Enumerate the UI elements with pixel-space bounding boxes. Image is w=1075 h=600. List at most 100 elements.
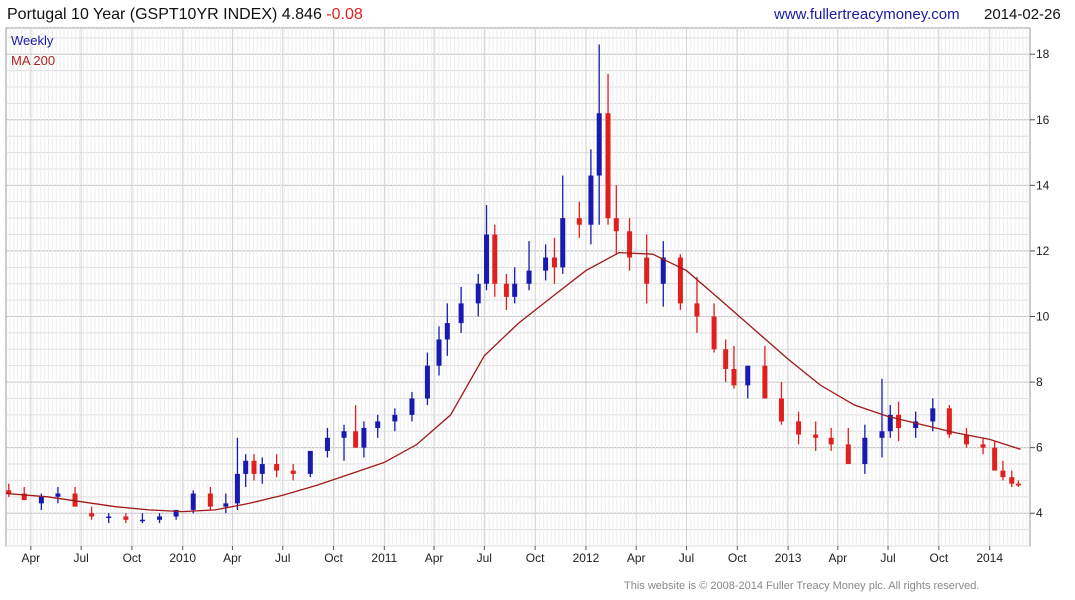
candle-body [353,431,359,448]
grid-lines [6,28,1030,547]
ma-line [5,251,1021,513]
candle-body [72,493,78,507]
candle-body [723,349,729,369]
candle-body [588,175,594,225]
candle-body [677,257,683,304]
x-tick-label: 2014 [976,551,1003,565]
candle-body [946,408,952,435]
x-tick-label: Jul [275,551,290,565]
candle-body [392,414,398,422]
candle-body [613,218,619,232]
title-change: -0.08 [326,6,363,23]
chart-title: Portugal 10 Year (GSPT10YR INDEX) 4.846 … [7,6,363,24]
website-link[interactable]: www.fullertreacymoney.com [774,6,960,23]
candle-body [644,257,650,284]
x-tick-label: Oct [324,551,343,565]
candle-body [963,434,969,445]
candle-body [845,444,851,465]
candle-body [157,516,163,520]
candle-body [21,493,27,501]
ma-series [5,251,1021,513]
candle-body [627,231,633,258]
candle-body [424,365,430,399]
x-tick-label: Apr [223,551,242,565]
candle-body [55,493,61,497]
candle-body [324,437,330,451]
candle-body [492,234,498,284]
candle-body [980,444,986,448]
candle-body [913,421,919,428]
candle-body [543,257,549,271]
candle-body [879,431,885,438]
candle-body [123,516,129,520]
candle-body [503,283,509,297]
chart-header: Portugal 10 Year (GSPT10YR INDEX) 4.846 … [0,0,1075,28]
candle-body [992,447,998,471]
x-tick-label: Apr [828,551,847,565]
x-tick-label: Apr [22,551,41,565]
candle-body [512,283,518,297]
candle-body [458,303,464,324]
copyright-notice: This website is © 2008-2014 Fuller Treac… [624,580,980,592]
candle-body [290,470,296,474]
y-tick-label: 18 [1036,47,1050,61]
plot-area [5,27,1031,547]
candle-body [896,414,902,428]
candle-body [259,464,265,474]
candle-body [190,493,196,510]
candle-body [551,257,557,268]
candle-body [1000,470,1006,478]
legend-weekly: Weekly [11,33,54,48]
candle-body [762,365,768,399]
y-tick-label: 10 [1036,310,1050,324]
x-tick-label: Oct [930,551,949,565]
x-tick-label: Oct [728,551,747,565]
y-tick-label: 4 [1036,506,1043,520]
x-tick-label: Oct [526,551,545,565]
candle-body [307,450,313,474]
y-tick-label: 8 [1036,375,1043,389]
candle-body [234,473,240,504]
candle-body [560,218,566,268]
x-tick-label: 2012 [573,551,600,565]
chart-date: 2014-02-26 [984,6,1061,23]
x-tick-label: 2011 [371,551,397,565]
candlestick-series [6,44,1021,524]
x-axis: Apr Jul Oct 2010 Apr Jul Oct 2011 Apr Jul Oct 2012 A… [22,546,1003,565]
candle-body [778,398,784,422]
candle-body [6,490,12,494]
candle-body [173,509,179,517]
candle-body [484,234,490,284]
candle-body [243,460,249,474]
candle-body [796,421,802,435]
candle-body [930,408,936,422]
candle-body [139,519,145,522]
y-tick-label: 12 [1036,244,1050,258]
candle-body [89,513,95,517]
x-tick-label: 2013 [775,551,802,565]
candle-body [596,113,602,176]
candle-body [444,323,450,340]
candle-body [436,339,442,366]
candle-body [828,437,834,445]
y-tick-label: 16 [1036,113,1050,127]
x-tick-label: Jul [477,551,492,565]
candle-body [694,303,700,317]
candle-body [887,414,893,432]
candle-body [361,427,367,448]
candle-body [1015,483,1021,486]
candle-body [862,437,868,465]
x-tick-label: Jul [73,551,88,565]
x-tick-label: Jul [679,551,694,565]
candle-body [341,431,347,438]
legend-ma200: MA 200 [11,53,56,68]
y-tick-label: 14 [1036,178,1050,192]
y-axis: 4 6 8 10 12 14 16 18 [1030,47,1050,520]
candle-body [207,493,213,507]
candle-body [274,464,280,471]
candle-body [576,218,582,225]
candle-body [731,368,737,386]
candle-body [526,270,532,284]
candle-body [251,460,257,474]
